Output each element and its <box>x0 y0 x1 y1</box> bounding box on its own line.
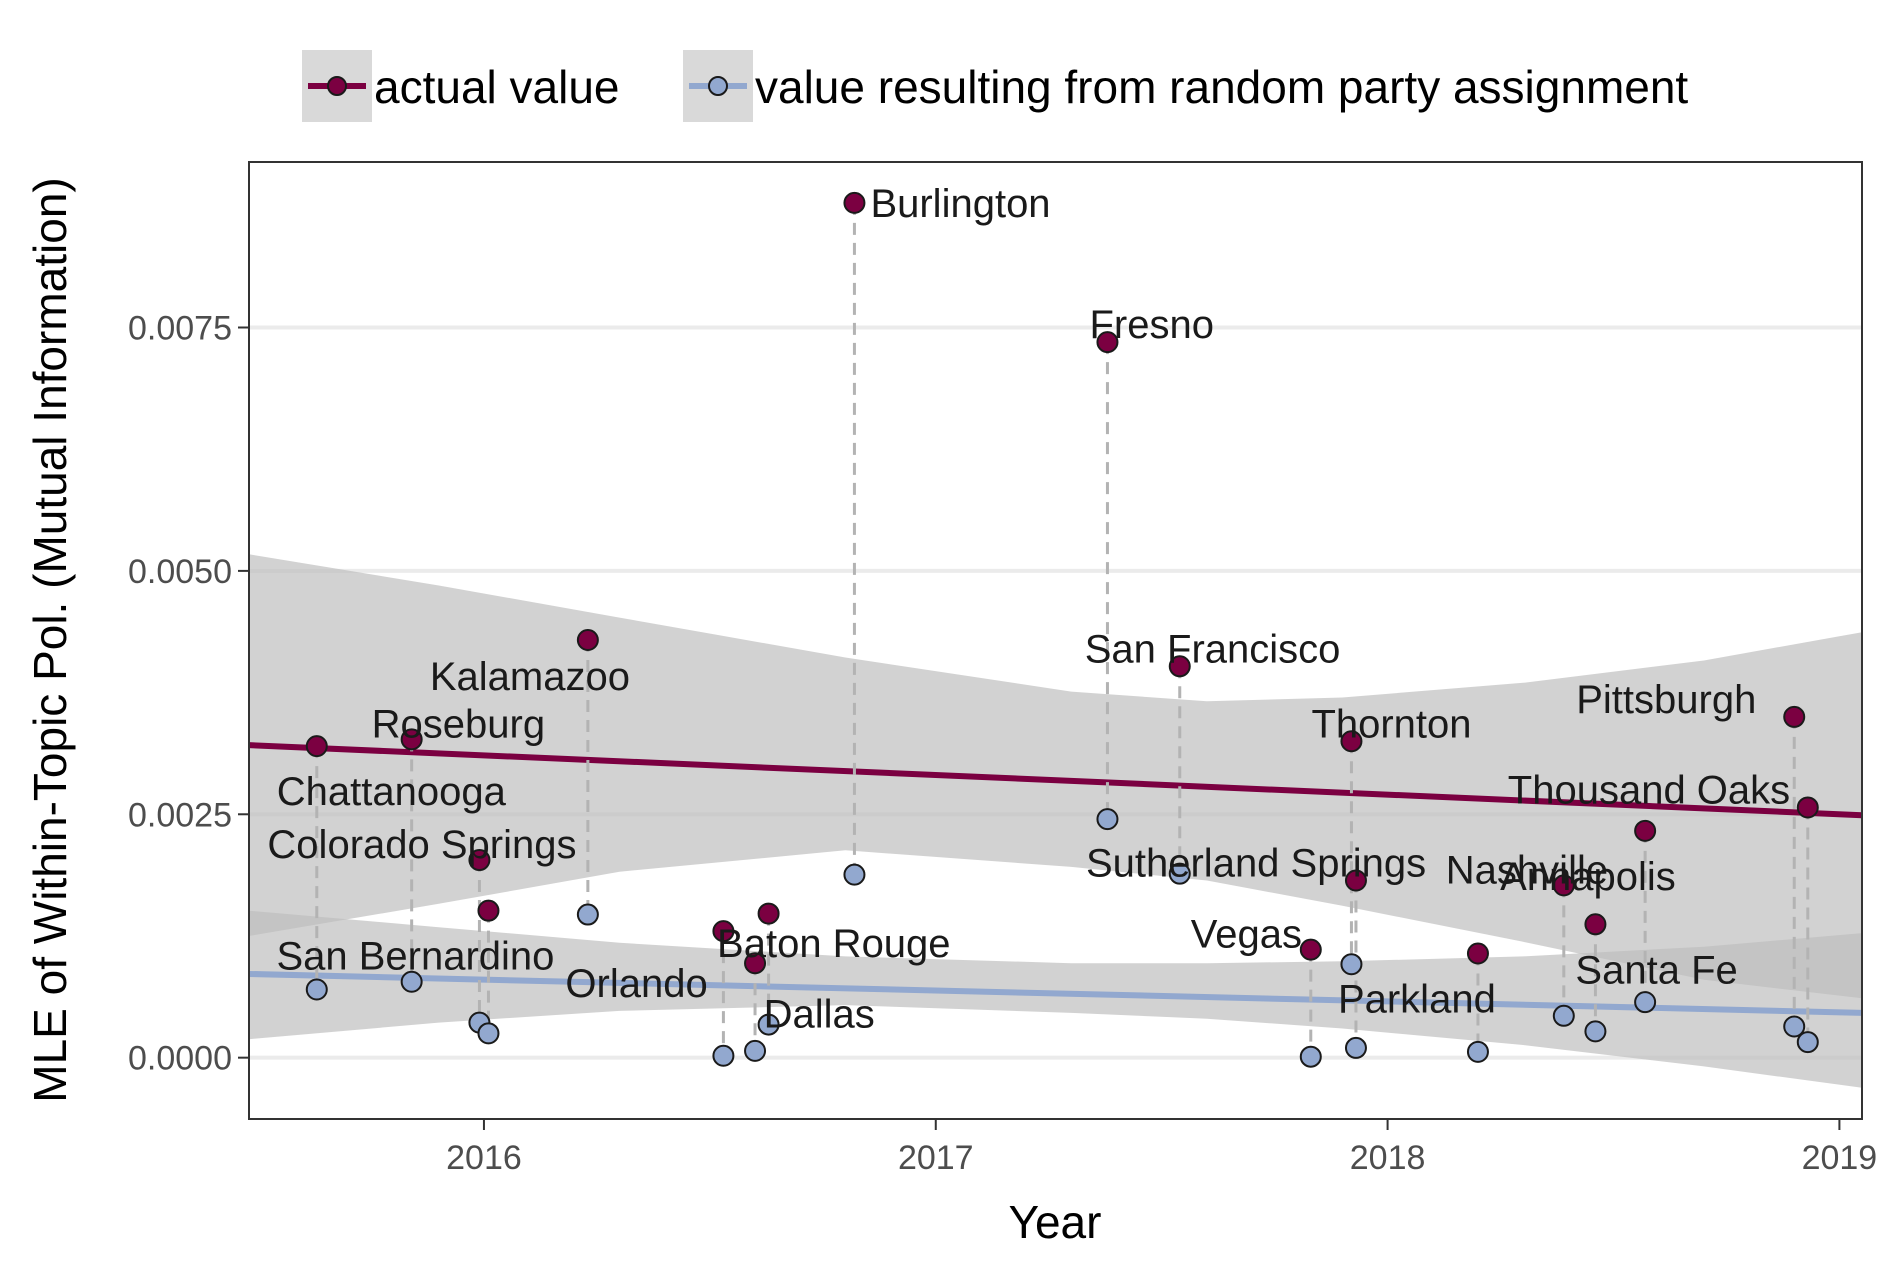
trend-line-random <box>248 970 1863 1016</box>
point-actual <box>1634 819 1657 842</box>
ribbon-actual <box>249 554 1862 999</box>
point-label: Chattanooga <box>277 770 507 814</box>
point-random <box>1168 862 1191 885</box>
point-random <box>744 1039 767 1062</box>
confidence-ribbons <box>249 554 1862 1088</box>
point-actual <box>1344 869 1367 892</box>
legend-key-random-point <box>708 76 728 96</box>
data-points <box>305 191 1819 1068</box>
point-label: Dallas <box>764 993 875 1037</box>
point-actual <box>843 191 866 214</box>
point-actual <box>1796 796 1819 819</box>
point-label: Colorado Springs <box>267 823 576 867</box>
point-random <box>1344 1036 1367 1059</box>
point-actual <box>576 629 599 652</box>
point-random <box>1796 1031 1819 1054</box>
point-label: Roseburg <box>372 702 545 746</box>
y-axis-title: MLE of Within-Topic Pol. (Mutual Informa… <box>24 177 76 1102</box>
point-label: Burlington <box>870 182 1050 226</box>
point-actual <box>1299 938 1322 961</box>
point-random <box>1466 1040 1489 1063</box>
plot-panel-border <box>248 161 1863 1120</box>
point-actual <box>1783 705 1806 728</box>
legend-label-actual: actual value <box>374 61 620 113</box>
point-random <box>1299 1045 1322 1068</box>
legend: actual value value resulting from random… <box>302 50 1688 122</box>
point-random <box>712 1044 735 1067</box>
point-random <box>757 1013 780 1036</box>
point-label: Annapolis <box>1500 855 1676 899</box>
point-label: Parkland <box>1338 977 1496 1021</box>
point-actual <box>1466 942 1489 965</box>
point-random <box>1584 1020 1607 1043</box>
point-label: Fresno <box>1089 303 1214 347</box>
point-label: Sutherland Springs <box>1086 841 1426 885</box>
point-random <box>305 978 328 1001</box>
point-random <box>1552 1004 1575 1027</box>
point-actual <box>477 899 500 922</box>
point-label: San Bernardino <box>276 935 554 979</box>
point-actual <box>1552 874 1575 897</box>
y-tick-label: 0.0075 <box>128 310 232 348</box>
x-tick-label: 2017 <box>898 1139 974 1177</box>
x-tick-label: 2018 <box>1350 1139 1426 1177</box>
point-actual <box>757 902 780 925</box>
point-random <box>1340 953 1363 976</box>
point-label: Thousand Oaks <box>1508 768 1790 812</box>
point-random <box>1096 808 1119 831</box>
point-label: Santa Fe <box>1575 948 1737 992</box>
point-label: Kalamazoo <box>430 655 630 699</box>
point-random <box>400 970 423 993</box>
point-label: Vegas <box>1191 913 1302 957</box>
point-label: Thornton <box>1311 702 1471 746</box>
x-axis: 2016 2017 2018 2019 <box>446 1119 1877 1177</box>
x-tick-label: 2019 <box>1802 1139 1878 1177</box>
point-labels: Chattanooga Roseburg Colorado Springs San B… <box>267 182 1790 1037</box>
y-tick-label: 0.0050 <box>128 553 232 591</box>
point-random <box>843 863 866 886</box>
point-actual <box>1168 655 1191 678</box>
point-actual <box>1340 730 1363 753</box>
point-label: Baton Rouge <box>717 922 951 966</box>
point-label: Nashville <box>1446 848 1608 892</box>
point-random <box>576 903 599 926</box>
trend-line-actual <box>248 742 1863 819</box>
point-label: Pittsburgh <box>1576 678 1756 722</box>
x-axis-title: Year <box>1009 1196 1102 1248</box>
legend-label-random: value resulting from random party assign… <box>755 61 1688 113</box>
point-actual <box>305 735 328 758</box>
legend-key-actual-point <box>327 76 347 96</box>
point-actual <box>1584 913 1607 936</box>
point-actual <box>400 728 423 751</box>
ribbon-random <box>249 910 1862 1088</box>
point-random <box>477 1022 500 1045</box>
y-axis: 0.0000 0.0025 0.0050 0.0075 <box>128 310 249 1078</box>
connector-lines <box>315 202 1810 1057</box>
point-actual <box>468 849 491 872</box>
point-random <box>1783 1015 1806 1038</box>
point-actual <box>744 952 767 975</box>
x-tick-label: 2016 <box>446 1139 522 1177</box>
y-tick-label: 0.0000 <box>128 1040 232 1078</box>
point-label: Orlando <box>565 962 707 1006</box>
point-actual <box>712 920 735 943</box>
trend-lines <box>248 742 1863 1016</box>
point-label: San Francisco <box>1085 627 1341 671</box>
point-random <box>1634 991 1657 1014</box>
point-actual <box>1096 331 1119 354</box>
y-tick-label: 0.0025 <box>128 796 232 834</box>
